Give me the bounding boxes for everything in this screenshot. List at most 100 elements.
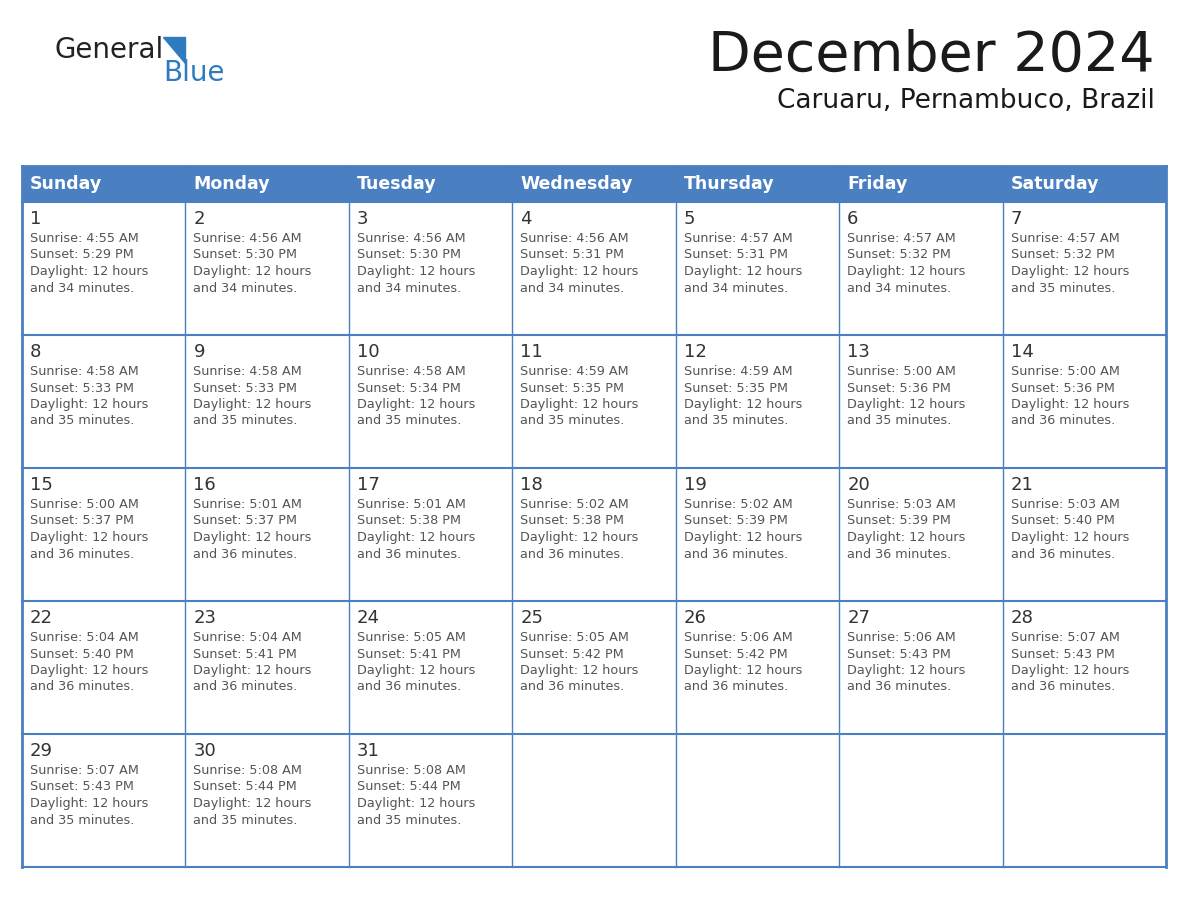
Text: Daylight: 12 hours: Daylight: 12 hours (30, 265, 148, 278)
Text: Daylight: 12 hours: Daylight: 12 hours (194, 531, 311, 544)
Text: Daylight: 12 hours: Daylight: 12 hours (520, 664, 639, 677)
Text: 26: 26 (684, 609, 707, 627)
Text: 5: 5 (684, 210, 695, 228)
Text: 14: 14 (1011, 343, 1034, 361)
Text: Sunrise: 4:59 AM: Sunrise: 4:59 AM (520, 365, 628, 378)
Text: Sunrise: 5:08 AM: Sunrise: 5:08 AM (194, 764, 302, 777)
Text: Daylight: 12 hours: Daylight: 12 hours (356, 531, 475, 544)
Bar (1003, 166, 1165, 202)
Text: Monday: Monday (194, 175, 270, 193)
Text: 31: 31 (356, 742, 380, 760)
Text: Sunset: 5:31 PM: Sunset: 5:31 PM (684, 249, 788, 262)
Text: 6: 6 (847, 210, 859, 228)
Text: and 35 minutes.: and 35 minutes. (30, 415, 134, 428)
Text: Daylight: 12 hours: Daylight: 12 hours (1011, 398, 1129, 411)
Text: Sunset: 5:42 PM: Sunset: 5:42 PM (520, 647, 624, 660)
Text: Daylight: 12 hours: Daylight: 12 hours (30, 664, 148, 677)
Text: 27: 27 (847, 609, 870, 627)
Text: Sunrise: 4:55 AM: Sunrise: 4:55 AM (30, 232, 139, 245)
Text: Sunset: 5:32 PM: Sunset: 5:32 PM (847, 249, 952, 262)
Text: Daylight: 12 hours: Daylight: 12 hours (30, 531, 148, 544)
Text: Daylight: 12 hours: Daylight: 12 hours (194, 265, 311, 278)
Text: 9: 9 (194, 343, 204, 361)
Text: and 36 minutes.: and 36 minutes. (194, 680, 298, 693)
Text: 22: 22 (30, 609, 53, 627)
Text: Sunset: 5:33 PM: Sunset: 5:33 PM (194, 382, 297, 395)
Text: and 36 minutes.: and 36 minutes. (30, 680, 134, 693)
Text: and 36 minutes.: and 36 minutes. (30, 547, 134, 561)
Text: 20: 20 (847, 476, 870, 494)
Text: General: General (55, 36, 164, 64)
Text: and 36 minutes.: and 36 minutes. (684, 680, 788, 693)
Text: Sunrise: 5:07 AM: Sunrise: 5:07 AM (1011, 631, 1119, 644)
Text: and 36 minutes.: and 36 minutes. (1011, 547, 1114, 561)
Text: 10: 10 (356, 343, 379, 361)
Text: Sunrise: 4:57 AM: Sunrise: 4:57 AM (684, 232, 792, 245)
Text: Daylight: 12 hours: Daylight: 12 hours (30, 398, 148, 411)
Text: 18: 18 (520, 476, 543, 494)
Polygon shape (163, 37, 185, 63)
Text: and 35 minutes.: and 35 minutes. (30, 813, 134, 826)
Text: Daylight: 12 hours: Daylight: 12 hours (520, 398, 639, 411)
Text: Caruaru, Pernambuco, Brazil: Caruaru, Pernambuco, Brazil (777, 88, 1155, 114)
Text: Sunrise: 4:56 AM: Sunrise: 4:56 AM (356, 232, 466, 245)
Text: Daylight: 12 hours: Daylight: 12 hours (847, 398, 966, 411)
Text: Sunday: Sunday (30, 175, 102, 193)
Text: Daylight: 12 hours: Daylight: 12 hours (356, 664, 475, 677)
Text: 23: 23 (194, 609, 216, 627)
Text: Sunrise: 5:01 AM: Sunrise: 5:01 AM (356, 498, 466, 511)
Text: Sunrise: 5:06 AM: Sunrise: 5:06 AM (847, 631, 956, 644)
Text: Sunset: 5:36 PM: Sunset: 5:36 PM (1011, 382, 1114, 395)
Text: Sunset: 5:39 PM: Sunset: 5:39 PM (684, 514, 788, 528)
Text: 19: 19 (684, 476, 707, 494)
Text: Tuesday: Tuesday (356, 175, 436, 193)
Text: Sunset: 5:37 PM: Sunset: 5:37 PM (30, 514, 134, 528)
Text: Sunrise: 5:00 AM: Sunrise: 5:00 AM (847, 365, 956, 378)
Text: and 35 minutes.: and 35 minutes. (1011, 282, 1116, 295)
Text: Daylight: 12 hours: Daylight: 12 hours (847, 265, 966, 278)
Text: Sunset: 5:38 PM: Sunset: 5:38 PM (520, 514, 624, 528)
Text: 17: 17 (356, 476, 380, 494)
Text: and 36 minutes.: and 36 minutes. (356, 547, 461, 561)
Text: 3: 3 (356, 210, 368, 228)
Bar (676, 166, 839, 202)
Text: Sunrise: 4:56 AM: Sunrise: 4:56 AM (520, 232, 628, 245)
Text: and 36 minutes.: and 36 minutes. (194, 547, 298, 561)
Text: and 34 minutes.: and 34 minutes. (30, 282, 134, 295)
Text: Sunset: 5:39 PM: Sunset: 5:39 PM (847, 514, 952, 528)
Text: Sunset: 5:40 PM: Sunset: 5:40 PM (1011, 514, 1114, 528)
Text: Wednesday: Wednesday (520, 175, 633, 193)
Text: and 36 minutes.: and 36 minutes. (520, 680, 625, 693)
Text: Daylight: 12 hours: Daylight: 12 hours (194, 664, 311, 677)
Text: Sunrise: 5:05 AM: Sunrise: 5:05 AM (356, 631, 466, 644)
Text: and 34 minutes.: and 34 minutes. (847, 282, 952, 295)
Text: and 36 minutes.: and 36 minutes. (847, 547, 952, 561)
Text: Sunset: 5:42 PM: Sunset: 5:42 PM (684, 647, 788, 660)
Text: Friday: Friday (847, 175, 908, 193)
Text: Daylight: 12 hours: Daylight: 12 hours (356, 398, 475, 411)
Text: Sunset: 5:34 PM: Sunset: 5:34 PM (356, 382, 461, 395)
Text: Daylight: 12 hours: Daylight: 12 hours (356, 265, 475, 278)
Text: Thursday: Thursday (684, 175, 775, 193)
Text: Daylight: 12 hours: Daylight: 12 hours (356, 797, 475, 810)
Text: Daylight: 12 hours: Daylight: 12 hours (847, 664, 966, 677)
Text: Sunrise: 4:58 AM: Sunrise: 4:58 AM (30, 365, 139, 378)
Text: Sunrise: 5:06 AM: Sunrise: 5:06 AM (684, 631, 792, 644)
Text: and 36 minutes.: and 36 minutes. (1011, 680, 1114, 693)
Text: Sunset: 5:33 PM: Sunset: 5:33 PM (30, 382, 134, 395)
Text: and 36 minutes.: and 36 minutes. (1011, 415, 1114, 428)
Bar (349, 166, 512, 202)
Text: Sunset: 5:35 PM: Sunset: 5:35 PM (520, 382, 624, 395)
Text: Sunset: 5:29 PM: Sunset: 5:29 PM (30, 249, 134, 262)
Text: Daylight: 12 hours: Daylight: 12 hours (684, 531, 802, 544)
Text: and 35 minutes.: and 35 minutes. (356, 813, 461, 826)
Text: Daylight: 12 hours: Daylight: 12 hours (1011, 664, 1129, 677)
Text: Sunset: 5:31 PM: Sunset: 5:31 PM (520, 249, 624, 262)
Text: Sunrise: 5:00 AM: Sunrise: 5:00 AM (30, 498, 139, 511)
Text: Blue: Blue (163, 59, 225, 87)
Text: and 34 minutes.: and 34 minutes. (356, 282, 461, 295)
Text: 28: 28 (1011, 609, 1034, 627)
Text: Daylight: 12 hours: Daylight: 12 hours (30, 797, 148, 810)
Text: Daylight: 12 hours: Daylight: 12 hours (194, 797, 311, 810)
Text: Saturday: Saturday (1011, 175, 1099, 193)
